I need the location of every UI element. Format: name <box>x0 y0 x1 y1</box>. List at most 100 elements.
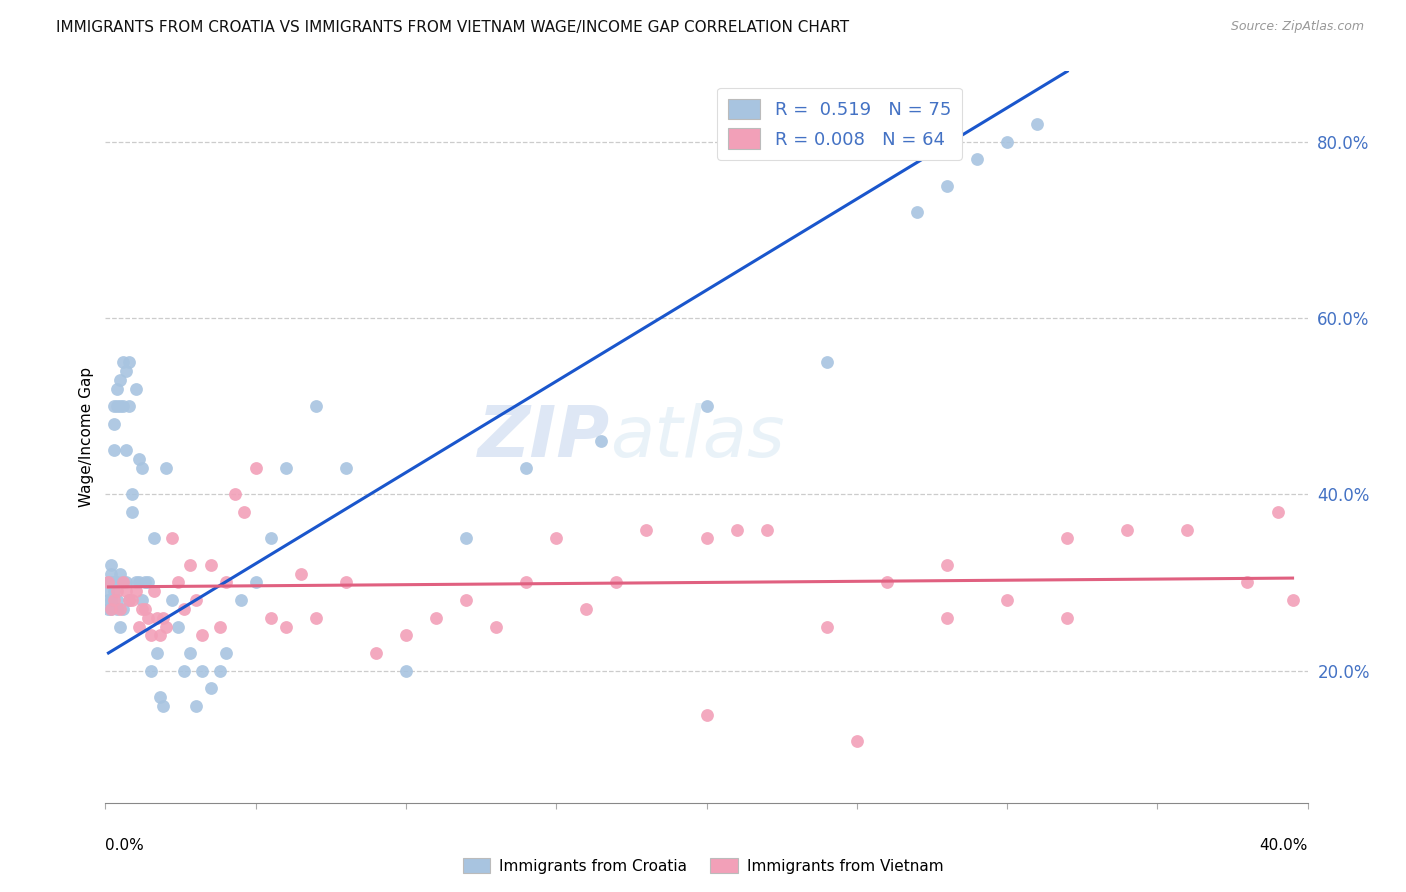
Point <box>118 593 141 607</box>
Point <box>131 593 153 607</box>
Point <box>97 584 120 599</box>
Point <box>107 602 129 616</box>
Point <box>139 664 162 678</box>
Point <box>696 532 718 546</box>
Point <box>115 364 138 378</box>
Point <box>139 628 162 642</box>
Point <box>115 443 138 458</box>
Point <box>107 382 129 396</box>
Point <box>107 575 129 590</box>
Point <box>121 505 143 519</box>
Point <box>274 619 297 633</box>
Point <box>118 355 141 369</box>
Point <box>636 523 658 537</box>
Point <box>305 611 328 625</box>
Point <box>124 584 146 599</box>
Point <box>107 399 129 413</box>
Point <box>936 178 959 193</box>
Point <box>454 532 477 546</box>
Point <box>1056 532 1078 546</box>
Point <box>966 153 988 167</box>
Point <box>173 602 195 616</box>
Point <box>110 602 132 616</box>
Point <box>115 575 138 590</box>
Legend: R =  0.519   N = 75, R = 0.008   N = 64: R = 0.519 N = 75, R = 0.008 N = 64 <box>717 87 962 160</box>
Point <box>115 584 138 599</box>
Point <box>515 461 537 475</box>
Point <box>103 584 125 599</box>
Point <box>364 646 387 660</box>
Point <box>121 487 143 501</box>
Point <box>395 628 418 642</box>
Point <box>335 575 357 590</box>
Text: 0.0%: 0.0% <box>105 838 145 853</box>
Point <box>136 575 159 590</box>
Point <box>208 664 231 678</box>
Point <box>112 575 135 590</box>
Point <box>100 575 122 590</box>
Point <box>110 399 132 413</box>
Point <box>190 628 212 642</box>
Point <box>160 532 183 546</box>
Point <box>305 399 328 413</box>
Point <box>128 575 150 590</box>
Point <box>173 664 195 678</box>
Point <box>876 575 898 590</box>
Point <box>97 602 120 616</box>
Point <box>97 593 120 607</box>
Point <box>815 619 838 633</box>
Point <box>103 417 125 431</box>
Text: 40.0%: 40.0% <box>1260 838 1308 853</box>
Point <box>190 664 212 678</box>
Point <box>696 399 718 413</box>
Point <box>335 461 357 475</box>
Point <box>110 373 132 387</box>
Point <box>214 575 236 590</box>
Point <box>134 575 156 590</box>
Point <box>107 584 129 599</box>
Point <box>152 611 174 625</box>
Point <box>179 646 201 660</box>
Point <box>179 558 201 572</box>
Point <box>245 575 267 590</box>
Point <box>110 619 132 633</box>
Point <box>1056 611 1078 625</box>
Text: Source: ZipAtlas.com: Source: ZipAtlas.com <box>1230 20 1364 33</box>
Point <box>184 698 207 713</box>
Point <box>755 523 778 537</box>
Point <box>184 593 207 607</box>
Point <box>100 558 122 572</box>
Point <box>515 575 537 590</box>
Point <box>155 619 177 633</box>
Point <box>485 619 508 633</box>
Point <box>112 602 135 616</box>
Point <box>575 602 598 616</box>
Point <box>100 602 122 616</box>
Point <box>112 399 135 413</box>
Point <box>155 461 177 475</box>
Point <box>100 602 122 616</box>
Point <box>166 575 188 590</box>
Point <box>124 382 146 396</box>
Point <box>1281 593 1303 607</box>
Point <box>97 575 120 590</box>
Point <box>103 593 125 607</box>
Point <box>995 593 1018 607</box>
Point <box>1267 505 1289 519</box>
Text: atlas: atlas <box>610 402 785 472</box>
Legend: Immigrants from Croatia, Immigrants from Vietnam: Immigrants from Croatia, Immigrants from… <box>457 852 949 880</box>
Point <box>260 532 283 546</box>
Point <box>107 593 129 607</box>
Text: IMMIGRANTS FROM CROATIA VS IMMIGRANTS FROM VIETNAM WAGE/INCOME GAP CORRELATION C: IMMIGRANTS FROM CROATIA VS IMMIGRANTS FR… <box>56 20 849 35</box>
Point <box>232 505 254 519</box>
Point <box>124 575 146 590</box>
Point <box>845 734 868 748</box>
Point <box>112 575 135 590</box>
Point <box>936 611 959 625</box>
Point <box>229 593 252 607</box>
Point <box>200 681 222 696</box>
Point <box>145 611 167 625</box>
Y-axis label: Wage/Income Gap: Wage/Income Gap <box>79 367 94 508</box>
Point <box>134 602 156 616</box>
Point <box>245 461 267 475</box>
